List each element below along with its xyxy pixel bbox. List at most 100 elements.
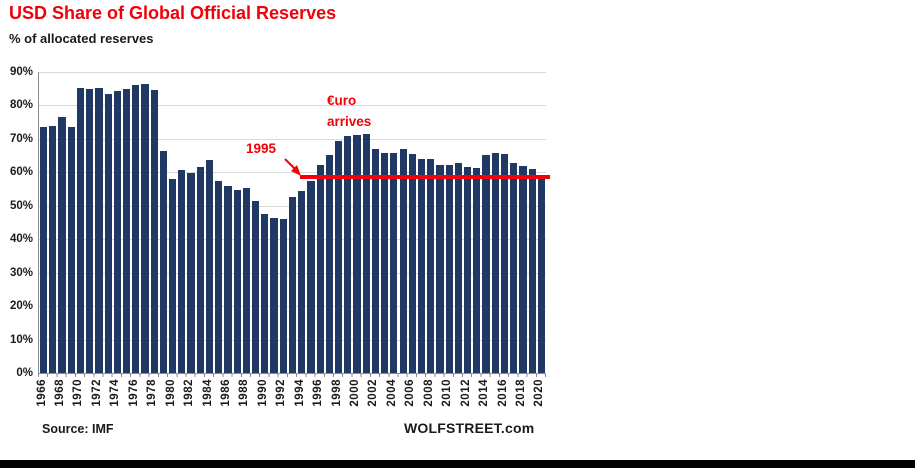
bar-1991 bbox=[270, 218, 278, 373]
x-axis-labels: 1966 1968 1970 1972 1974 1976 1978 1980 1982 1984… bbox=[35, 379, 546, 417]
bar-2000 bbox=[353, 135, 361, 373]
annotation-euro-line2: arrives bbox=[327, 114, 372, 129]
bar-1966 bbox=[40, 127, 48, 373]
bar-1995 bbox=[307, 181, 315, 373]
x-axis-label-2008: 2008 bbox=[422, 379, 435, 407]
x-axis-label-1984: 1984 bbox=[201, 379, 214, 407]
bar-1979 bbox=[159, 150, 168, 373]
bar-1967 bbox=[49, 125, 57, 373]
x-axis-label-2020: 2020 bbox=[533, 379, 546, 407]
x-axis-label-1976: 1976 bbox=[127, 379, 140, 407]
bar-2018 bbox=[519, 166, 527, 373]
y-axis-label-0: 0% bbox=[16, 367, 33, 379]
x-axis-label-1978: 1978 bbox=[146, 379, 159, 407]
bar-1992 bbox=[279, 219, 287, 373]
bar-1996 bbox=[316, 165, 324, 373]
x-axis-label-1970: 1970 bbox=[72, 379, 85, 407]
bar-2015 bbox=[491, 153, 499, 373]
annotation-1995: 1995 bbox=[246, 141, 277, 156]
wolfstreet-watermark: WOLFSTREET.com bbox=[404, 420, 535, 436]
bar-1990 bbox=[261, 214, 269, 373]
x-axis-label-1966: 1966 bbox=[35, 379, 48, 407]
x-axis-label-1980: 1980 bbox=[164, 379, 177, 407]
x-axis-label-2012: 2012 bbox=[459, 379, 472, 407]
bar-2004 bbox=[390, 152, 398, 373]
x-axis-label-1990: 1990 bbox=[256, 379, 269, 407]
bar-2007 bbox=[417, 158, 426, 373]
bar-2002 bbox=[371, 148, 380, 373]
bar-1997 bbox=[325, 154, 333, 373]
y-axis-label-80: 80% bbox=[9, 99, 33, 112]
bar-1987 bbox=[233, 189, 241, 373]
gridline-80 bbox=[39, 105, 546, 107]
gridline-90 bbox=[39, 72, 546, 73]
annotation-euro-arrives: €uro arrives bbox=[327, 90, 371, 132]
bar-1970 bbox=[76, 87, 85, 373]
bar-1993 bbox=[288, 197, 297, 373]
x-axis-label-2014: 2014 bbox=[478, 379, 491, 407]
plot-area: 1995 €uro arrives bbox=[38, 72, 550, 374]
bar-2020 bbox=[537, 176, 545, 373]
bar-1969 bbox=[67, 127, 75, 373]
bar-1971 bbox=[86, 88, 94, 373]
bar-2019 bbox=[528, 169, 536, 373]
gridline-70 bbox=[39, 138, 546, 140]
bar-2011 bbox=[454, 163, 463, 373]
x-axis-label-1968: 1968 bbox=[54, 379, 67, 407]
bar-2014 bbox=[482, 155, 490, 373]
bar-1981 bbox=[178, 170, 186, 373]
bottom-black-bar bbox=[0, 460, 915, 468]
bar-1980 bbox=[169, 179, 177, 373]
bar-1985 bbox=[215, 181, 223, 373]
bar-1968 bbox=[58, 117, 66, 373]
bar-1976 bbox=[132, 85, 140, 373]
y-axis-label-20: 20% bbox=[9, 300, 33, 313]
bar-1977 bbox=[141, 83, 149, 373]
bar-1998 bbox=[334, 141, 343, 373]
bar-1972 bbox=[95, 87, 103, 373]
x-axis-label-2000: 2000 bbox=[349, 379, 362, 407]
x-axis-label-2002: 2002 bbox=[367, 379, 380, 407]
bar-1994 bbox=[298, 190, 306, 373]
bar-2003 bbox=[381, 152, 389, 373]
x-axis-label-1996: 1996 bbox=[312, 379, 325, 407]
y-axis-label-50: 50% bbox=[9, 199, 33, 212]
reference-line-1995-level bbox=[299, 175, 550, 179]
bar-2012 bbox=[464, 167, 472, 373]
x-axis-label-2016: 2016 bbox=[496, 379, 509, 407]
bar-1983 bbox=[196, 166, 204, 373]
bar-2006 bbox=[408, 153, 416, 373]
bar-1988 bbox=[242, 188, 250, 373]
x-axis-label-1982: 1982 bbox=[183, 379, 196, 407]
y-axis-label-60: 60% bbox=[9, 166, 33, 179]
gridline-60 bbox=[39, 172, 546, 174]
bar-2008 bbox=[427, 158, 435, 373]
x-axis-label-2018: 2018 bbox=[514, 379, 527, 407]
bar-1982 bbox=[187, 173, 195, 373]
bar-2013 bbox=[473, 168, 481, 373]
bar-1986 bbox=[224, 185, 232, 373]
bar-1974 bbox=[113, 91, 121, 373]
x-axis-label-1988: 1988 bbox=[238, 379, 251, 407]
x-axis-label-1972: 1972 bbox=[90, 379, 103, 407]
x-axis-label-1998: 1998 bbox=[330, 379, 343, 407]
bar-2017 bbox=[510, 163, 518, 373]
bar-2001 bbox=[362, 133, 370, 373]
y-axis-label-90: 90% bbox=[9, 66, 33, 78]
bar-2010 bbox=[445, 164, 453, 373]
x-axis-tick-marks bbox=[38, 373, 546, 377]
bar-2009 bbox=[436, 165, 444, 373]
bar-1975 bbox=[122, 88, 131, 373]
bar-1973 bbox=[104, 93, 112, 373]
x-axis-label-1992: 1992 bbox=[275, 379, 288, 407]
bar-1984 bbox=[205, 159, 214, 373]
y-axis-label-70: 70% bbox=[9, 132, 33, 145]
y-axis-label-10: 10% bbox=[9, 333, 33, 346]
annotation-euro-line1: €uro bbox=[327, 93, 357, 108]
bar-1989 bbox=[252, 200, 260, 373]
x-axis-label-1974: 1974 bbox=[109, 379, 122, 407]
x-axis-label-2010: 2010 bbox=[441, 379, 454, 407]
x-axis-label-2006: 2006 bbox=[404, 379, 417, 407]
y-axis-label-40: 40% bbox=[9, 233, 33, 246]
source-label: Source: IMF bbox=[42, 422, 114, 436]
